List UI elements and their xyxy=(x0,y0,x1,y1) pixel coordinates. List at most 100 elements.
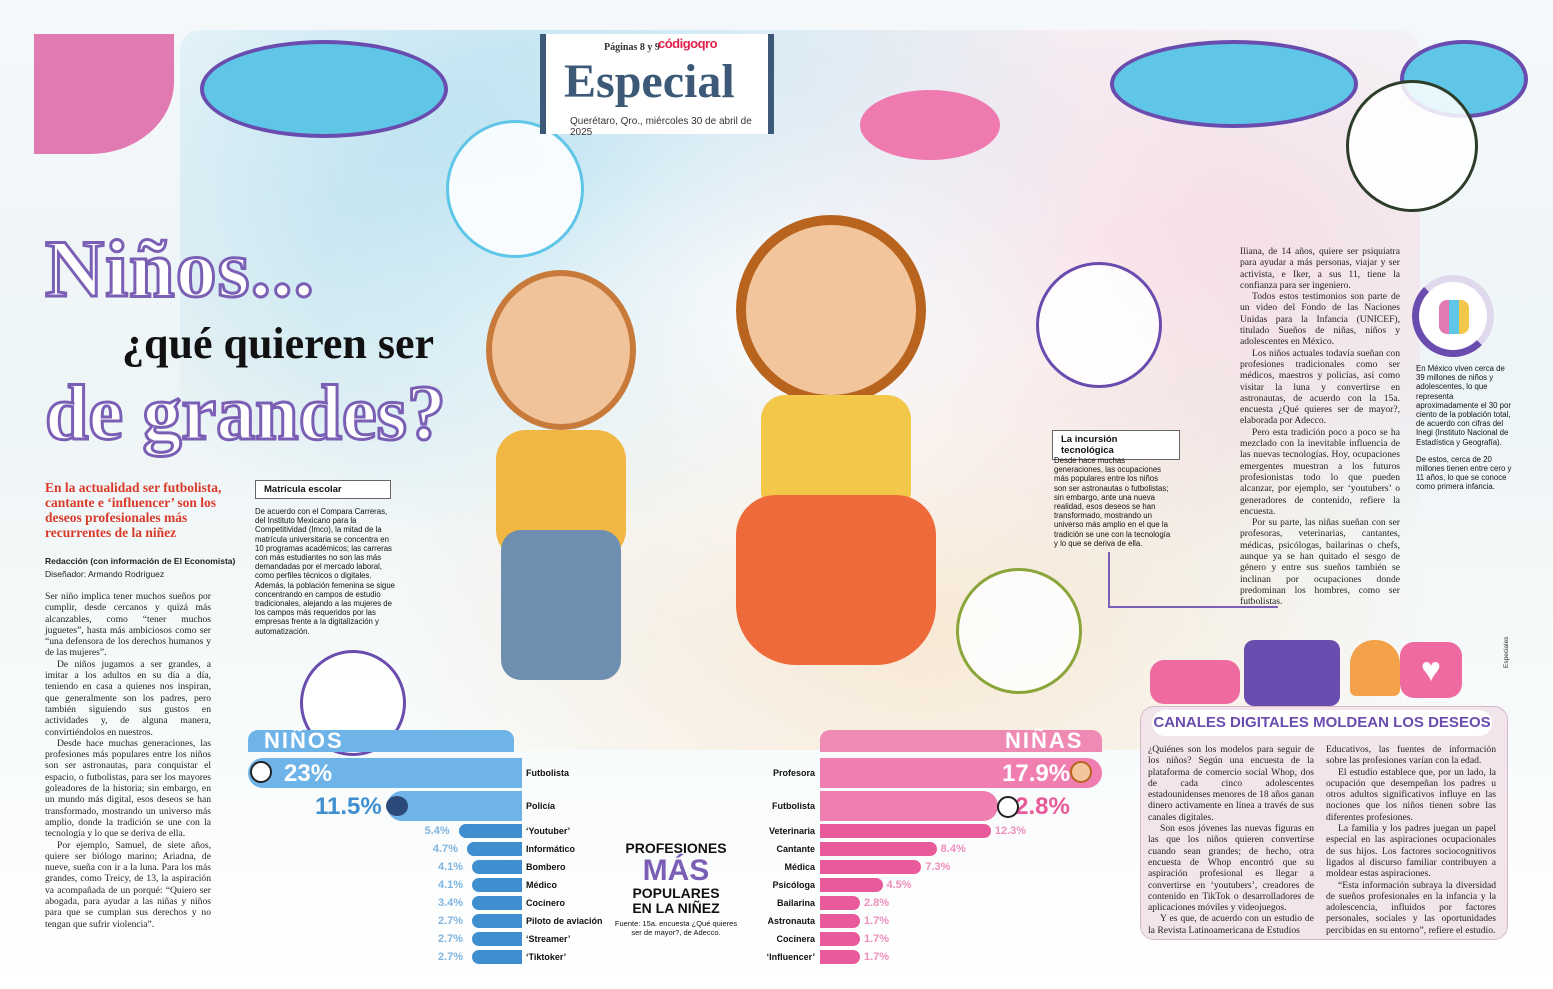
data-label-boys: 2.7% xyxy=(438,915,464,927)
category-label-boys: Bombero xyxy=(526,862,566,872)
category-label-girls: Profesora xyxy=(772,768,815,778)
population-stats: En México viven cerca de 39 millones de … xyxy=(1416,364,1512,492)
data-label-boys: 4.7% xyxy=(432,843,458,855)
data-label-boys: 11.5% xyxy=(315,793,382,820)
data-label-boys: 23% xyxy=(284,760,333,787)
stat-paragraph: De estos, cerca de 20 millones tienen en… xyxy=(1416,454,1512,492)
data-label-girls: 12.3% xyxy=(994,825,1027,837)
data-label-boys: 4.1% xyxy=(438,861,464,873)
category-label-boys: Futbolista xyxy=(526,768,569,778)
category-label-boys: Policía xyxy=(526,801,556,811)
bar-girls xyxy=(820,878,883,892)
category-label-girls: Cantante xyxy=(776,844,815,854)
article-body-left: Ser niño implica tener muchos sueños por… xyxy=(45,591,211,930)
camera-icon xyxy=(1244,640,1340,706)
category-label-girls: Futbolista xyxy=(772,801,815,811)
data-label-boys: 2.7% xyxy=(438,933,464,945)
data-label-boys: 2.7% xyxy=(438,951,464,963)
cloud-decoration xyxy=(34,34,174,154)
paragraph: Y es que, de acuerdo con un estudio de l… xyxy=(1148,913,1314,936)
paragraph: Ser niño implica tener muchos sueños por… xyxy=(45,591,211,659)
bar-girls xyxy=(820,932,860,946)
data-label-boys: 3.4% xyxy=(438,897,464,909)
population-ring xyxy=(1412,275,1494,357)
headline-line-3: de grandes? xyxy=(44,368,448,458)
soccer-ball-icon xyxy=(997,796,1019,818)
category-label-girls: Veterinaria xyxy=(768,826,815,836)
digital-channels-box xyxy=(1140,706,1508,940)
headline-line-1: Niños... xyxy=(43,222,316,316)
category-label-girls: Médica xyxy=(784,862,815,872)
sidebar-text-tecnologia: Desde hace muchas generaciones, las ocup… xyxy=(1054,456,1171,548)
data-label-boys: 4.1% xyxy=(438,879,464,891)
section-title: Especial xyxy=(564,55,735,108)
bar-boys xyxy=(466,842,522,856)
chart-header-boys xyxy=(248,730,514,752)
doctor-illustration-circle xyxy=(446,120,584,258)
bar-boys xyxy=(472,896,522,910)
female-doctor-illustration-circle xyxy=(1036,262,1162,388)
deck: En la actualidad ser futbolista, cantant… xyxy=(45,480,222,540)
designer-credit: Diseñador: Armando Rodríguez xyxy=(45,569,165,579)
data-label-girls: 1.7% xyxy=(864,951,890,963)
series-label-boys: NIÑOS xyxy=(264,728,344,753)
article-body-right: Iliana, de 14 años, quiere ser psiquiatr… xyxy=(1240,246,1400,608)
paragraph: De niños jugamos a ser grandes, a imitar… xyxy=(45,658,211,738)
cloud-decoration xyxy=(860,90,1000,160)
bar-girls xyxy=(820,791,998,821)
digital-channels-col-2: Educativos, las fuentes de información s… xyxy=(1326,744,1496,936)
bar-girls xyxy=(820,842,937,856)
stat-paragraph: En México viven cerca de 39 millones de … xyxy=(1416,364,1511,447)
digital-channels-header xyxy=(1152,710,1492,736)
category-label-boys: ‘Tiktoker’ xyxy=(526,952,567,962)
chef-illustration-circle xyxy=(956,568,1082,694)
data-label-boys: 5.4% xyxy=(424,825,450,837)
data-label-girls: 7.3% xyxy=(925,861,951,873)
chart-title: PROFESIONES MÁS POPULARES EN LA NIÑEZ Fu… xyxy=(614,840,738,937)
paragraph: Por su parte, las niñas sueñan con ser p… xyxy=(1240,517,1400,608)
digital-channels-title: CANALES DIGITALES MOLDEAN LOS DESEOS xyxy=(1153,714,1491,731)
chart-header-girls xyxy=(820,730,1102,752)
category-label-boys: Cocinero xyxy=(526,898,566,908)
category-label-girls: Cocinera xyxy=(776,934,815,944)
data-label-girls: 17.9% xyxy=(1002,760,1071,787)
bar-boys xyxy=(248,758,522,788)
connector-line xyxy=(1108,606,1278,608)
soccer-ball-icon xyxy=(250,761,272,783)
category-label-girls: Bailarina xyxy=(776,898,815,908)
bar-boys xyxy=(472,860,522,874)
paragraph: Iliana, de 14 años, quiere ser psiquiatr… xyxy=(1240,246,1400,291)
paragraph: Son esos jóvenes las nuevas figuras en l… xyxy=(1148,823,1314,914)
photo-credit: Especiales xyxy=(1503,636,1510,668)
category-label-boys: ‘Streamer’ xyxy=(526,934,571,944)
chart-source: Fuente: 15a. encuesta ¿Qué quieres ser d… xyxy=(614,919,738,937)
headline-line-2: ¿qué quieren ser xyxy=(122,319,435,368)
bar-boys xyxy=(458,824,522,838)
digital-channels-col-1: ¿Quiénes son los modelos para seguir de … xyxy=(1148,744,1314,936)
category-label-boys: ‘Youtuber’ xyxy=(526,826,571,836)
category-label-girls: ‘Influencer’ xyxy=(766,952,815,962)
paragraph: Por ejemplo, Samuel, de siete años, quie… xyxy=(45,839,211,930)
paragraph: Desde hace muchas generaciones, las prof… xyxy=(45,737,211,840)
byline: Redacción (con información de El Economi… xyxy=(45,556,236,566)
publication-logo: códigoqro xyxy=(658,36,718,51)
paragraph: ¿Quiénes son los modelos para seguir de … xyxy=(1148,744,1314,823)
cloud-decoration xyxy=(1110,40,1358,128)
page-numbers: Páginas 8 y 9 xyxy=(604,42,660,53)
sidebar-text-matricula: De acuerdo con el Compara Carreras, del … xyxy=(255,507,395,636)
paragraph: Todos estos testimonios son parte de un … xyxy=(1240,291,1400,348)
data-label-girls: 2.8% xyxy=(864,897,890,909)
paragraph: “Esta información subraya la diversidad … xyxy=(1326,879,1496,936)
dateline: Querétaro, Qro., miércoles 30 de abril d… xyxy=(570,116,752,138)
paragraph: Pero esta tradición poco a poco se ha me… xyxy=(1240,426,1400,517)
children-icon xyxy=(1439,300,1469,334)
category-label-girls: Psicóloga xyxy=(772,880,815,890)
data-label-girls: 1.7% xyxy=(864,933,890,945)
chart-title-part: POPULARES xyxy=(632,885,720,901)
man-illustration-circle xyxy=(1346,80,1478,212)
paragraph: El estudio establece que, por un lado, l… xyxy=(1326,766,1496,823)
category-label-boys: Informático xyxy=(526,844,576,854)
masthead: Páginas 8 y 9 códigoqro Especial Queréta… xyxy=(540,34,774,138)
category-label-girls: Astronauta xyxy=(767,916,815,926)
